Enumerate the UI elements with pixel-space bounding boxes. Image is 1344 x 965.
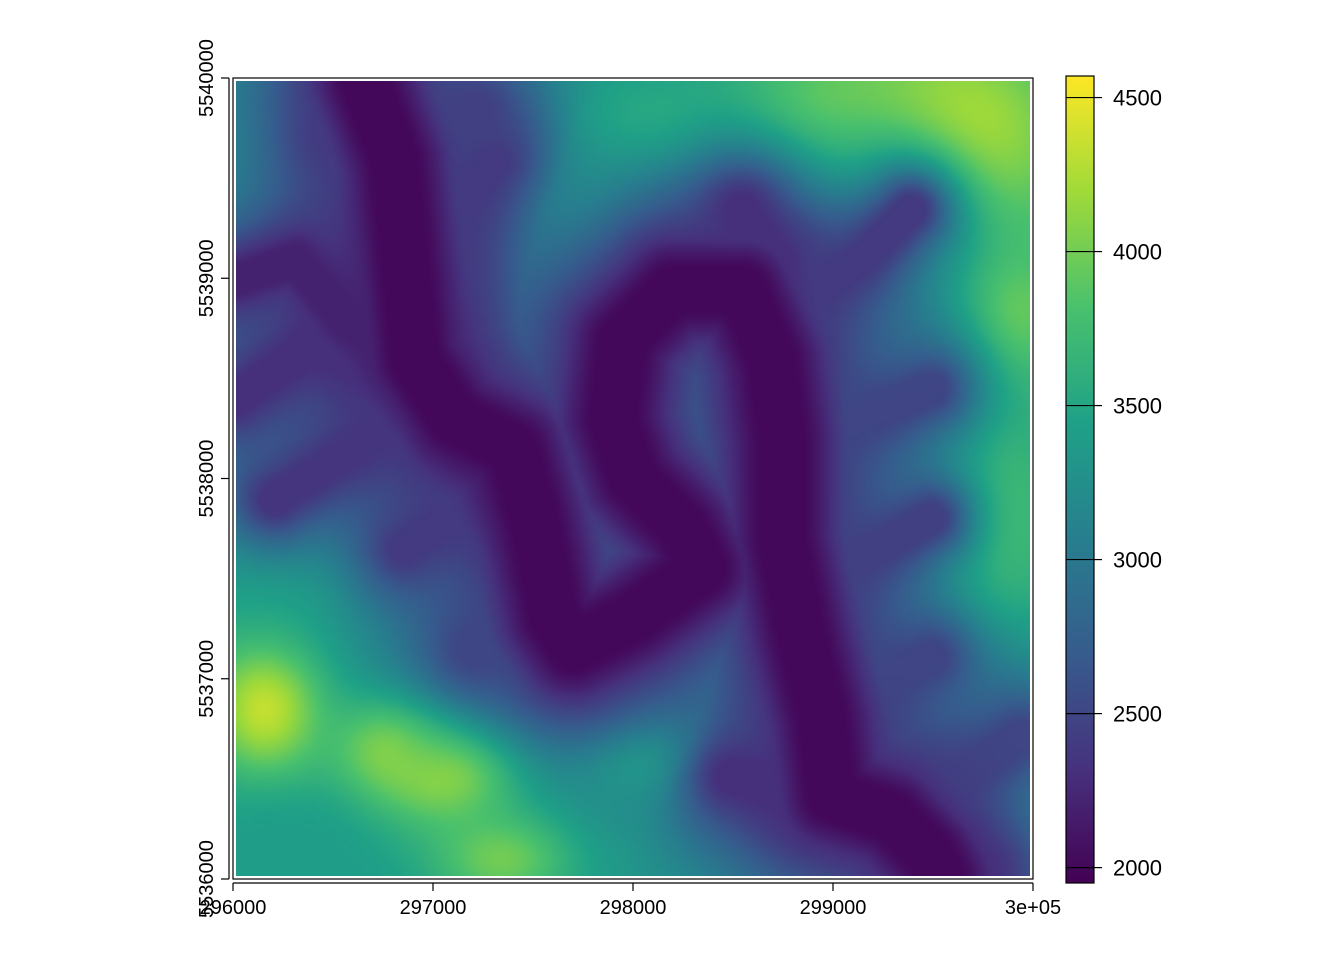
y-tick-label: 5536000 xyxy=(196,840,218,918)
colorbar-tick-label: 3000 xyxy=(1113,548,1162,573)
colorbar-legend: 2000 2500 3000 3500 4000 4500 xyxy=(1065,75,1162,884)
colorbar-gradient xyxy=(1066,76,1094,883)
y-tick-label: 5537000 xyxy=(196,640,218,718)
raster-layer xyxy=(236,81,1030,876)
x-tick-label: 297000 xyxy=(400,897,467,919)
colorbar-tick-label: 2000 xyxy=(1113,856,1162,881)
y-axis: 5536000 5537000 5538000 5539000 5540000 xyxy=(196,39,230,918)
colorbar-tick-label: 4000 xyxy=(1113,240,1162,265)
x-tick-label: 296000 xyxy=(200,897,267,919)
colorbar-tick-label: 2500 xyxy=(1113,702,1162,727)
colorbar-tick-label: 4500 xyxy=(1113,86,1162,111)
y-tick-label: 5539000 xyxy=(196,239,218,317)
x-tick-label: 299000 xyxy=(800,897,867,919)
x-axis: 296000 297000 298000 299000 3e+05 xyxy=(200,882,1061,919)
elevation-raster-image xyxy=(236,81,1030,876)
y-tick-label: 5538000 xyxy=(196,440,218,518)
x-tick-label: 298000 xyxy=(600,897,667,919)
x-tick-label: 3e+05 xyxy=(1005,897,1061,919)
colorbar-tick-label: 3500 xyxy=(1113,394,1162,419)
colorbar-frame xyxy=(1065,75,1095,884)
y-tick-label: 5540000 xyxy=(196,39,218,117)
map-panel-border xyxy=(232,77,1034,880)
